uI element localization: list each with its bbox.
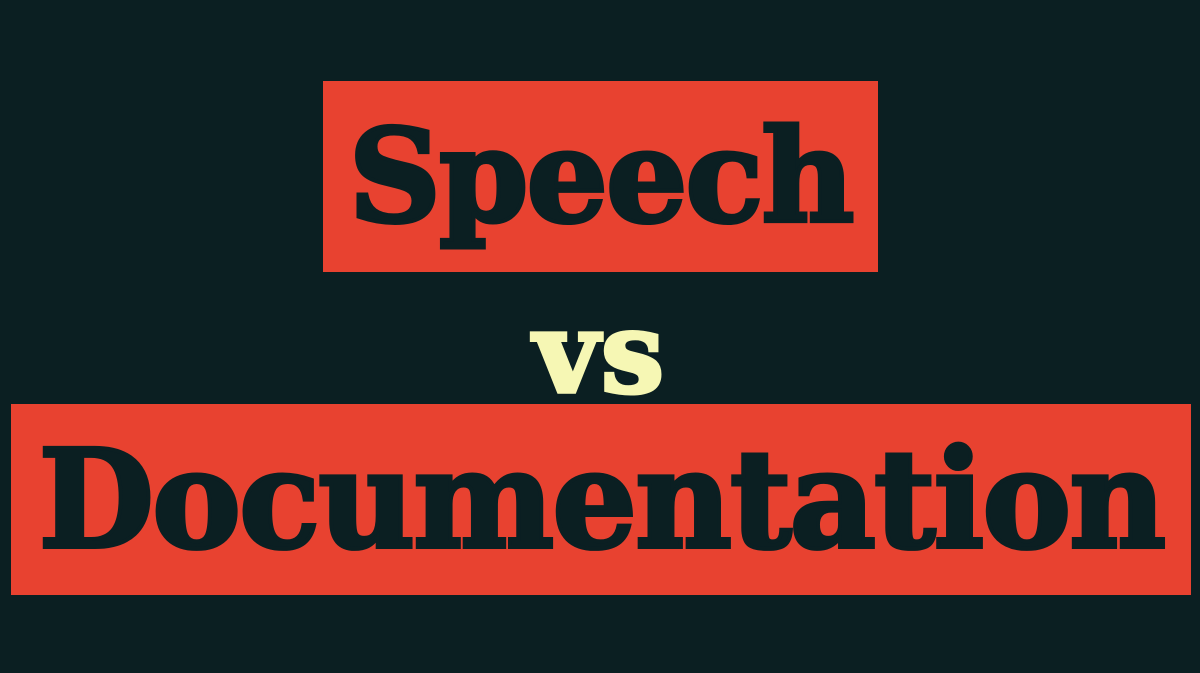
connector-text: vs bbox=[532, 288, 667, 419]
title-top-text: Speech bbox=[347, 101, 857, 252]
title-top-banner: Speech bbox=[323, 81, 878, 272]
title-bottom-banner: Documentation bbox=[11, 404, 1191, 595]
title-bottom-text: Documentation bbox=[36, 419, 1168, 580]
